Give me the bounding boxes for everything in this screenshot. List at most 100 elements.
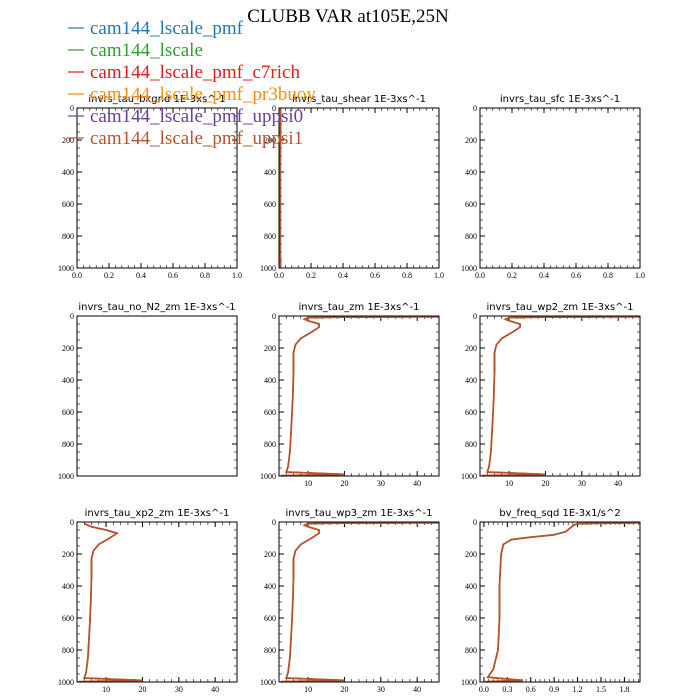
y-tick-label: 600 <box>264 614 276 623</box>
x-tick-label: 1.2 <box>573 685 583 694</box>
y-tick-label: 400 <box>62 582 74 591</box>
x-tick-label: 0.4 <box>136 271 146 280</box>
series-line <box>280 522 440 683</box>
series-line <box>280 316 440 477</box>
y-tick-label: 0 <box>70 104 74 113</box>
x-tick-label: 0.0 <box>72 271 82 280</box>
series-line <box>481 316 641 477</box>
y-tick-label: 1000 <box>58 472 74 481</box>
y-tick-label: 0 <box>473 312 477 321</box>
y-tick-label: 200 <box>264 550 276 559</box>
panel-title: invrs_tau_no_N2_zm 1E-3xs^-1 <box>78 302 235 313</box>
x-tick-label: 10 <box>102 685 110 694</box>
y-tick-label: 200 <box>264 344 276 353</box>
y-tick-label: 600 <box>465 614 477 623</box>
series-line <box>485 522 641 683</box>
y-tick-label: 0 <box>272 312 276 321</box>
panel-5: invrs_tau_zm 1E-3xs^-1 0 200 400 600 800 1000 1… <box>260 302 440 488</box>
panel-title: bv_freq_sqd 1E-3x1/s^2 <box>499 508 621 519</box>
x-tick-label: 0.8 <box>402 271 412 280</box>
panel-frame <box>479 107 641 269</box>
y-tick-label: 1000 <box>260 264 276 273</box>
y-tick-label: 800 <box>465 646 477 655</box>
y-tick-label: 800 <box>465 232 477 241</box>
x-tick-label: 10 <box>505 479 513 488</box>
panel-8: invrs_tau_wp3_zm 1E-3xs^-1 0 200 400 600 800 1… <box>260 508 440 694</box>
series-line <box>280 316 440 477</box>
x-tick-label: 40 <box>614 479 622 488</box>
panel-title: invrs_tau_wp3_zm 1E-3xs^-1 <box>286 508 433 519</box>
x-tick-label: 0.4 <box>539 271 549 280</box>
x-tick-label: 0.6 <box>168 271 178 280</box>
series-line <box>481 316 641 477</box>
series-line <box>280 522 440 683</box>
series-line <box>280 522 440 683</box>
y-tick-label: 1000 <box>58 678 74 687</box>
x-tick-label: 0.0 <box>475 271 485 280</box>
y-tick-label: 200 <box>62 136 74 145</box>
y-tick-label: 400 <box>264 376 276 385</box>
y-tick-label: 800 <box>465 440 477 449</box>
x-tick-label: 1.0 <box>635 271 645 280</box>
y-tick-label: 1000 <box>461 264 477 273</box>
series-line <box>280 521 440 683</box>
legend-label: cam144_lscale_pmf_pr3buoy <box>90 84 316 105</box>
series-line <box>280 315 440 477</box>
panel-title: invrs_tau_bkgnd 1E-3xs^-1 <box>88 94 225 105</box>
panel-4: invrs_tau_no_N2_zm 1E-3xs^-1 0 200 400 600 80… <box>58 302 238 481</box>
y-tick-label: 600 <box>465 408 477 417</box>
x-tick-label: 20 <box>340 479 348 488</box>
series-line <box>485 522 641 683</box>
x-tick-label: 0.9 <box>549 685 559 694</box>
y-tick-label: 0 <box>272 104 276 113</box>
x-tick-label: 40 <box>211 685 219 694</box>
x-tick-label: 0.8 <box>200 271 210 280</box>
series-line <box>280 522 440 683</box>
x-tick-label: 0.6 <box>571 271 581 280</box>
series-line <box>280 316 440 477</box>
series-line <box>280 316 440 477</box>
x-tick-label: 10 <box>304 479 312 488</box>
panel-frame <box>278 315 440 477</box>
x-tick-label: 0.2 <box>306 271 316 280</box>
x-tick-label: 0.4 <box>338 271 348 280</box>
series-line <box>78 522 143 683</box>
legend-label: cam144_lscale_pmf_uppsi0 <box>90 106 303 127</box>
panel-title: invrs_tau_zm 1E-3xs^-1 <box>298 302 419 313</box>
series-line <box>481 315 641 477</box>
panel-frame <box>76 315 238 477</box>
y-tick-label: 400 <box>62 376 74 385</box>
y-tick-label: 600 <box>465 200 477 209</box>
legend-label: cam144_lscale <box>90 40 203 61</box>
panel-1: invrs_tau_bkgnd 1E-3xs^-1 0 200 400 600 800 10… <box>58 94 242 280</box>
series-line <box>485 522 641 683</box>
x-tick-label: 30 <box>377 685 385 694</box>
panel-3: invrs_tau_sfc 1E-3xs^-1 0 200 400 600 800 1000… <box>461 94 645 280</box>
y-tick-label: 600 <box>264 200 276 209</box>
series-line <box>485 522 641 683</box>
y-tick-label: 800 <box>264 440 276 449</box>
y-tick-label: 1000 <box>461 678 477 687</box>
y-tick-label: 0 <box>70 312 74 321</box>
panel-6: invrs_tau_wp2_zm 1E-3xs^-1 0 200 400 600 800 1… <box>461 302 641 488</box>
series-line <box>485 521 641 683</box>
y-tick-label: 0 <box>272 518 276 527</box>
x-tick-label: 20 <box>340 685 348 694</box>
x-tick-label: 30 <box>377 479 385 488</box>
panel-title: invrs_tau_sfc 1E-3xs^-1 <box>500 94 620 105</box>
legend: cam144_lscale_pmfcam144_lscalecam144_lsc… <box>68 18 316 149</box>
y-tick-label: 200 <box>264 136 276 145</box>
y-tick-label: 400 <box>465 582 477 591</box>
y-tick-label: 200 <box>62 344 74 353</box>
x-tick-label: 30 <box>578 479 586 488</box>
panel-title: invrs_tau_xp2_zm 1E-3xs^-1 <box>85 508 230 519</box>
panel-frame <box>76 107 238 269</box>
y-tick-label: 400 <box>264 582 276 591</box>
y-tick-label: 800 <box>62 646 74 655</box>
x-tick-label: 0.6 <box>526 685 536 694</box>
y-tick-label: 1000 <box>58 264 74 273</box>
x-tick-label: 20 <box>138 685 146 694</box>
x-tick-label: 1.0 <box>434 271 444 280</box>
y-tick-label: 0 <box>473 518 477 527</box>
